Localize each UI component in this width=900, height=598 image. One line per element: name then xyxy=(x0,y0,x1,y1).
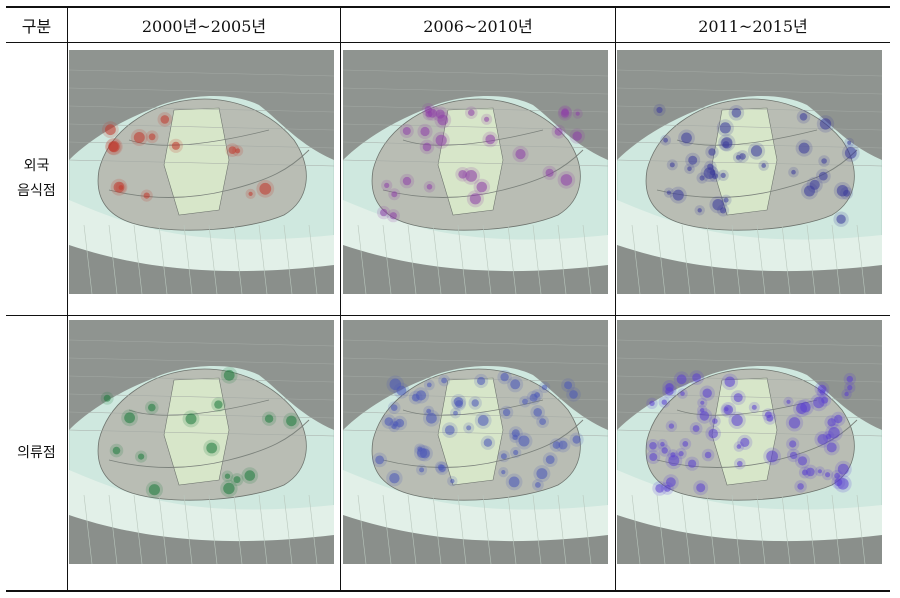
map-clothing-2000-2005 xyxy=(69,320,334,564)
map-graphic xyxy=(69,320,334,564)
map-graphic xyxy=(343,50,608,294)
map-clothing-2006-2010 xyxy=(343,320,608,564)
map-restaurant-2000-2005 xyxy=(69,50,334,294)
map-graphic xyxy=(617,50,882,294)
map-graphic xyxy=(69,50,334,294)
header-period-2011-2015: 2011~2015년 xyxy=(698,17,808,36)
header-period-2006-2010: 2006~2010년 xyxy=(423,17,533,36)
map-graphic xyxy=(343,320,608,564)
column-divider xyxy=(615,6,616,592)
map-restaurant-2011-2015 xyxy=(617,50,882,294)
map-restaurant-2006-2010 xyxy=(343,50,608,294)
row-label-clothing-store: 의류점 xyxy=(6,316,67,590)
table-top-rule xyxy=(6,6,890,8)
column-divider xyxy=(67,6,68,592)
header-category: 구분 xyxy=(21,17,52,36)
table-bottom-rule xyxy=(6,590,890,592)
map-clothing-2011-2015 xyxy=(617,320,882,564)
row-label-line: 외국 xyxy=(23,158,50,174)
row-divider xyxy=(6,315,890,316)
row-label-line: 음식점 xyxy=(17,183,56,199)
row-label-line: 의류점 xyxy=(17,444,56,461)
comparison-table: 구분 2000년~2005년 2006~2010년 2011~2015년 외국 … xyxy=(6,6,890,592)
header-period-2000-2005: 2000년~2005년 xyxy=(141,17,267,36)
column-divider xyxy=(340,6,341,592)
row-label-foreign-restaurant: 외국 음식점 xyxy=(6,43,67,315)
map-graphic xyxy=(617,320,882,564)
header-divider xyxy=(6,42,890,43)
